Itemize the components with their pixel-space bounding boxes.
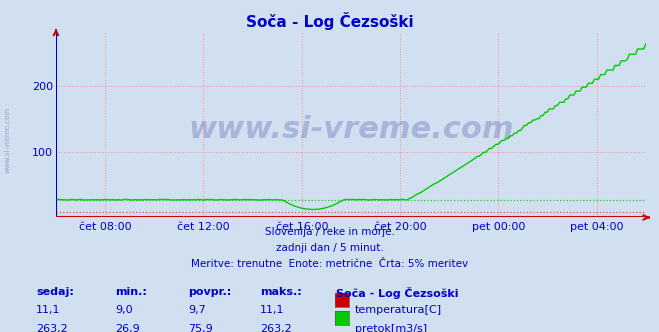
- Text: Meritve: trenutne  Enote: metrične  Črta: 5% meritev: Meritve: trenutne Enote: metrične Črta: …: [191, 259, 468, 269]
- Text: 9,7: 9,7: [188, 305, 206, 315]
- Text: Soča - Log Čezsoški: Soča - Log Čezsoški: [336, 287, 459, 299]
- Text: temperatura[C]: temperatura[C]: [355, 305, 442, 315]
- Text: min.:: min.:: [115, 287, 147, 297]
- Text: 11,1: 11,1: [260, 305, 285, 315]
- Text: maks.:: maks.:: [260, 287, 302, 297]
- Text: www.si-vreme.com: www.si-vreme.com: [5, 106, 11, 173]
- Text: www.si-vreme.com: www.si-vreme.com: [188, 115, 514, 143]
- Text: zadnji dan / 5 minut.: zadnji dan / 5 minut.: [275, 243, 384, 253]
- Text: povpr.:: povpr.:: [188, 287, 231, 297]
- Text: 75,9: 75,9: [188, 324, 213, 332]
- Text: Slovenija / reke in morje.: Slovenija / reke in morje.: [264, 227, 395, 237]
- Text: 263,2: 263,2: [36, 324, 68, 332]
- Text: pretok[m3/s]: pretok[m3/s]: [355, 324, 426, 332]
- Text: 11,1: 11,1: [36, 305, 61, 315]
- Text: 9,0: 9,0: [115, 305, 133, 315]
- Text: sedaj:: sedaj:: [36, 287, 74, 297]
- Text: Soča - Log Čezsoški: Soča - Log Čezsoški: [246, 12, 413, 30]
- Text: 26,9: 26,9: [115, 324, 140, 332]
- Text: 263,2: 263,2: [260, 324, 292, 332]
